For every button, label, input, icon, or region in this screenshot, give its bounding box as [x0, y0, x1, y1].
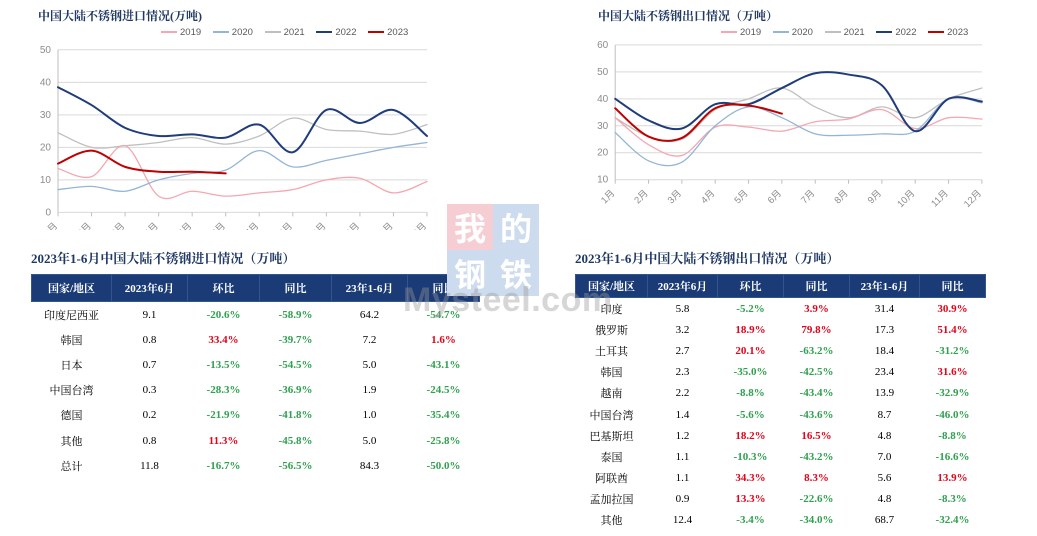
svg-text:5月: 5月 [730, 186, 750, 206]
svg-text:3月: 3月 [107, 219, 127, 230]
svg-text:7月: 7月 [241, 219, 261, 230]
svg-text:50: 50 [40, 45, 52, 56]
svg-text:12月: 12月 [960, 186, 984, 210]
svg-text:11月: 11月 [372, 219, 396, 230]
svg-text:30: 30 [40, 110, 52, 121]
svg-text:50: 50 [597, 67, 609, 78]
svg-text:2月: 2月 [73, 219, 93, 230]
svg-text:30: 30 [597, 121, 609, 132]
svg-text:6月: 6月 [207, 219, 227, 230]
svg-text:2月: 2月 [630, 186, 650, 206]
svg-text:20: 20 [40, 142, 52, 153]
svg-text:4月: 4月 [697, 186, 717, 206]
svg-text:10: 10 [40, 175, 52, 186]
svg-text:40: 40 [597, 94, 609, 105]
svg-text:11月: 11月 [927, 186, 951, 210]
svg-text:4月: 4月 [140, 219, 160, 230]
svg-text:10月: 10月 [893, 186, 917, 210]
svg-text:1月: 1月 [597, 186, 617, 206]
svg-text:12月: 12月 [405, 219, 429, 230]
svg-text:7月: 7月 [797, 186, 817, 206]
svg-text:60: 60 [597, 40, 609, 51]
svg-text:8月: 8月 [275, 219, 295, 230]
svg-text:8月: 8月 [830, 186, 850, 206]
svg-text:6月: 6月 [764, 186, 784, 206]
svg-text:9月: 9月 [864, 186, 884, 206]
svg-text:0: 0 [45, 207, 51, 218]
svg-text:20: 20 [597, 148, 609, 159]
svg-text:40: 40 [40, 77, 52, 88]
svg-text:10: 10 [597, 175, 609, 186]
svg-text:3月: 3月 [664, 186, 684, 206]
svg-text:5月: 5月 [174, 219, 194, 230]
svg-text:9月: 9月 [308, 219, 328, 230]
svg-text:10月: 10月 [338, 219, 362, 230]
svg-text:1月: 1月 [40, 219, 60, 230]
